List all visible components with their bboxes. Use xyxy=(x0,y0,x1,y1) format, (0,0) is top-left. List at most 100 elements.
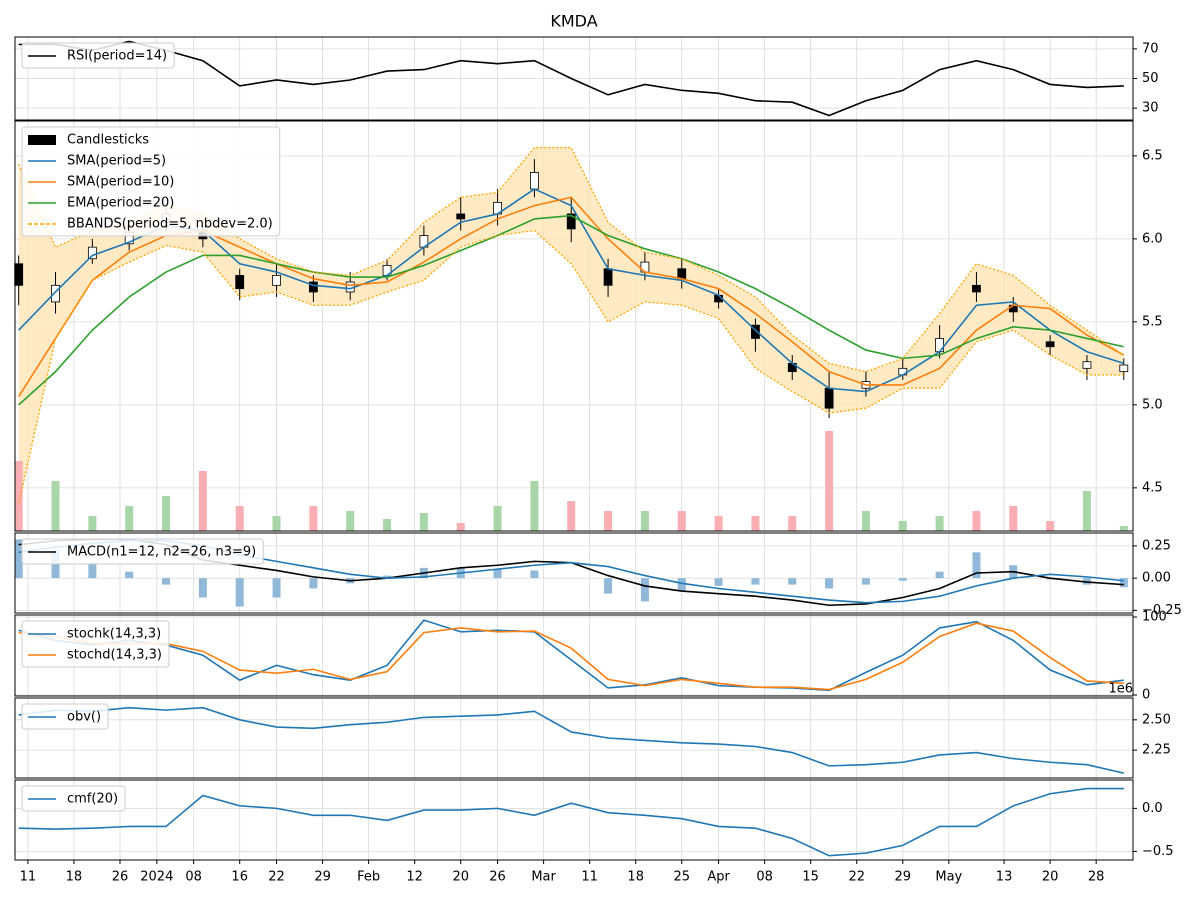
histogram-bar xyxy=(309,578,318,589)
candle-body xyxy=(1119,364,1129,373)
histogram-bar xyxy=(861,578,870,585)
volume-bar xyxy=(972,511,981,531)
histogram-bar xyxy=(714,578,723,586)
candle-body xyxy=(272,274,281,286)
histogram-bar xyxy=(88,562,97,579)
y-tick-label: 0.25 xyxy=(1142,538,1171,553)
x-tick-label: Apr xyxy=(707,870,730,885)
x-tick-label: 11 xyxy=(20,870,37,885)
candle-body xyxy=(935,338,945,353)
x-tick-label: 26 xyxy=(112,870,129,885)
x-tick-label: Feb xyxy=(357,870,380,885)
x-tick-label: 16 xyxy=(231,870,248,885)
series-line xyxy=(18,229,1124,505)
legend-box xyxy=(21,620,170,668)
volume-bar xyxy=(530,481,539,531)
histogram-bar xyxy=(1119,578,1128,588)
histogram-bar xyxy=(677,578,686,592)
legend-label: stochk(14,3,3) xyxy=(67,627,161,642)
series-line xyxy=(18,146,1125,373)
y-tick-label: 2.50 xyxy=(1142,712,1171,727)
legend-label: SMA(period=5) xyxy=(67,154,166,169)
series-line xyxy=(18,622,1124,691)
panel-frame xyxy=(14,614,1134,697)
y-tick-label: 4.5 xyxy=(1142,480,1163,495)
legend-label: EMA(period=20) xyxy=(67,196,174,211)
candle-body xyxy=(235,274,245,290)
offset-label: 1e6 xyxy=(1108,682,1133,697)
series-line xyxy=(18,706,1124,774)
panel-frame xyxy=(14,779,1134,861)
volume-bar xyxy=(272,516,281,531)
candle-body xyxy=(824,387,834,409)
candle-body xyxy=(530,172,539,190)
histogram-bar xyxy=(825,578,834,589)
volume-bar xyxy=(604,511,613,531)
volume-bar xyxy=(861,511,870,531)
volume-bar xyxy=(51,481,60,531)
panel-frame xyxy=(14,36,1134,121)
legend: RSI(period=14) xyxy=(21,42,175,69)
legend-label: cmf(20) xyxy=(67,792,118,807)
panel: 2.25 2.50 1e6 obv() xyxy=(14,682,1171,779)
x-tick-label: 18 xyxy=(66,870,83,885)
histogram-bar xyxy=(972,552,981,579)
y-tick-label: 30 xyxy=(1142,101,1159,116)
legend: Candlesticks SMA(period=5) SMA(period=10) E… xyxy=(21,126,281,237)
histogram-bar xyxy=(493,569,502,579)
legend: MACD(n1=12, n2=26, n3=9) xyxy=(21,538,264,565)
candle-body xyxy=(1045,341,1055,348)
legend: cmf(20) xyxy=(21,785,126,812)
x-tick-label: 29 xyxy=(894,870,911,885)
x-tick-label: 25 xyxy=(673,870,690,885)
legend-box xyxy=(21,538,264,565)
x-tick-label: 22 xyxy=(268,870,285,885)
volume-bar xyxy=(751,516,760,531)
volume-bar xyxy=(383,519,392,531)
histogram-bar xyxy=(162,578,171,585)
legend-label: MACD(n1=12, n2=26, n3=9) xyxy=(67,545,256,560)
histogram-bar xyxy=(530,570,539,579)
volume-bar xyxy=(788,516,797,531)
y-tick-label: −0.25 xyxy=(1142,603,1182,618)
y-tick-label: 100 xyxy=(1142,610,1167,625)
x-tick-label: Mar xyxy=(531,870,556,885)
histogram-bar xyxy=(935,571,944,579)
chart-title: KMDA xyxy=(550,12,597,31)
y-tick-label: 2.25 xyxy=(1142,743,1171,758)
volume-bar xyxy=(1119,526,1128,531)
legend: stochk(14,3,3) stochd(14,3,3) xyxy=(21,620,170,668)
panel-frame xyxy=(14,697,1134,779)
y-tick-label: 0 xyxy=(1142,687,1150,702)
x-tick-label: 20 xyxy=(1042,870,1059,885)
series-line xyxy=(18,40,1124,117)
x-tick-label: 2024 xyxy=(140,870,173,885)
volume-bar xyxy=(1082,491,1091,531)
candle-body xyxy=(51,284,60,303)
legend: obv() xyxy=(21,703,109,730)
volume-bar xyxy=(567,501,576,531)
histogram-bar xyxy=(198,578,207,598)
volume-bar xyxy=(825,431,834,531)
candle-body xyxy=(456,213,466,220)
x-tick-label: 12 xyxy=(406,870,423,885)
y-tick-label: 5.5 xyxy=(1142,314,1163,329)
volume-bar xyxy=(1046,521,1055,531)
x-tick-label: 08 xyxy=(185,870,202,885)
histogram-bar xyxy=(383,575,392,579)
histogram-bar xyxy=(604,578,613,594)
volume-bar xyxy=(419,513,428,531)
volume-bar xyxy=(198,471,207,531)
y-tick-label: 70 xyxy=(1142,41,1159,56)
legend-label: RSI(period=14) xyxy=(67,49,167,64)
x-tick-label: 22 xyxy=(848,870,865,885)
volume-bar xyxy=(714,516,723,531)
x-tick-label: 15 xyxy=(802,870,819,885)
series-line xyxy=(18,787,1124,857)
candle-body xyxy=(677,268,687,280)
y-tick-label: 0.0 xyxy=(1142,801,1163,816)
volume-bar xyxy=(162,496,171,531)
x-tick-label: 29 xyxy=(314,870,331,885)
candle-body xyxy=(566,213,576,230)
panel-frame xyxy=(14,120,1134,532)
